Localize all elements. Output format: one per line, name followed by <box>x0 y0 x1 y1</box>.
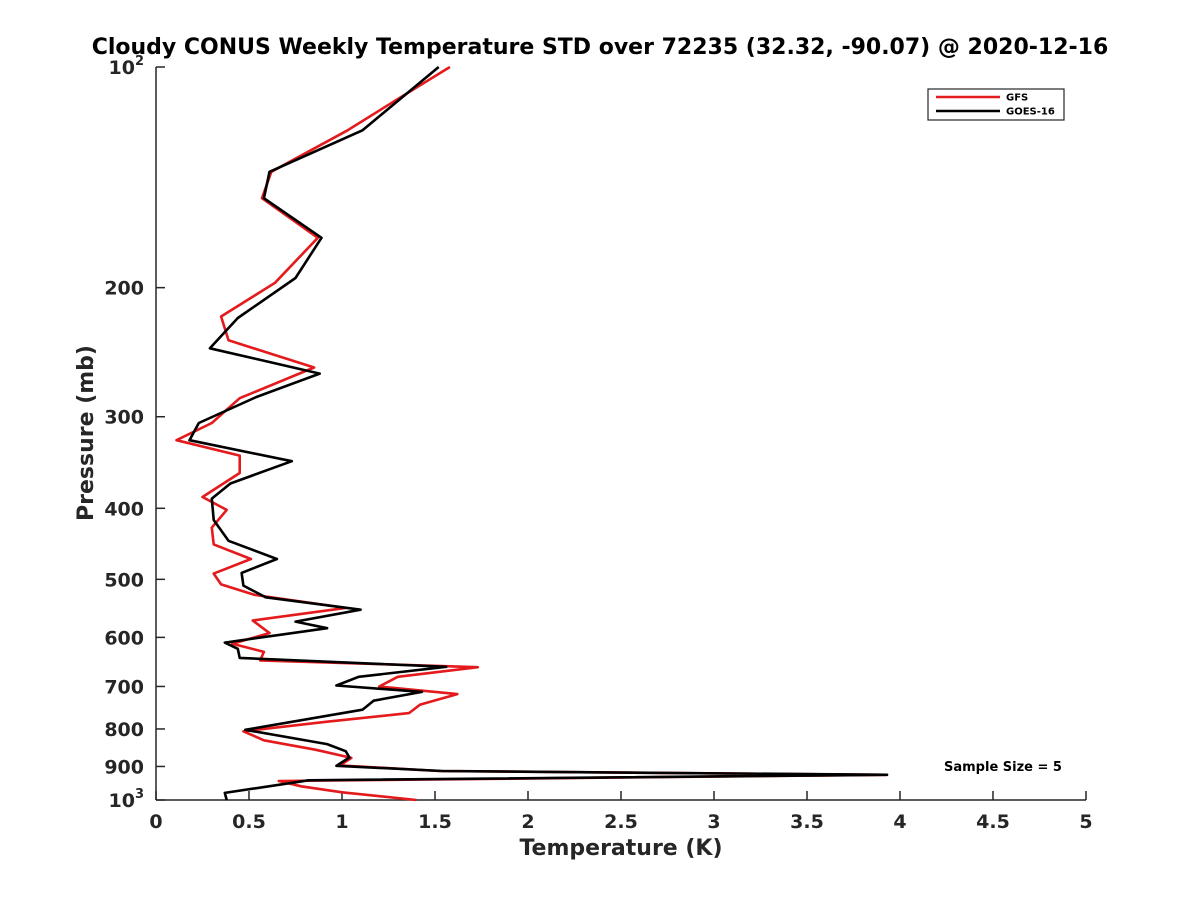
y-tick-label: 800 <box>104 719 144 741</box>
x-axis-label: Temperature (K) <box>519 836 722 861</box>
x-tick-label: 3.5 <box>790 811 824 833</box>
legend-label: GFS <box>1006 93 1028 104</box>
x-tick-label: 2 <box>521 811 534 833</box>
plot-area <box>155 67 1086 801</box>
legend-label: GOES-16 <box>1006 107 1055 118</box>
x-tick-label: 5 <box>1079 811 1092 833</box>
y-ticks: 102 200 300 400 500 600 700 800 900 103 <box>104 54 165 812</box>
series-line-gfs <box>175 65 889 802</box>
x-ticks: 0 0.5 1 1.5 2 2.5 3 3.5 4 4.5 5 <box>149 791 1093 833</box>
legend: GFS GOES-16 <box>927 88 1065 121</box>
x-tick-label: 2.5 <box>604 811 638 833</box>
y-tick-label: 300 <box>104 407 144 429</box>
chart-title: Cloudy CONUS Weekly Temperature STD over… <box>92 35 1109 60</box>
x-tick-label: 0 <box>149 811 162 833</box>
y-tick-label: 103 <box>109 787 145 812</box>
y-axis-label: Pressure (mb) <box>74 345 99 521</box>
x-tick-label: 4.5 <box>976 811 1010 833</box>
legend-box <box>927 88 1065 121</box>
series-line-goes-16 <box>188 66 889 801</box>
y-tick-label: 400 <box>104 498 144 520</box>
x-tick-label: 0.5 <box>232 811 266 833</box>
x-tick-label: 1 <box>335 811 348 833</box>
y-tick-label: 102 <box>109 54 145 79</box>
y-tick-label: 600 <box>104 627 144 649</box>
sample-size-annotation: Sample Size = 5 <box>944 760 1062 775</box>
series-lines <box>175 65 889 802</box>
y-tick-label: 200 <box>104 278 144 300</box>
x-tick-label: 1.5 <box>418 811 452 833</box>
y-tick-label: 700 <box>104 676 144 698</box>
x-tick-label: 4 <box>893 811 906 833</box>
x-tick-label: 3 <box>707 811 720 833</box>
y-tick-label: 900 <box>104 756 144 778</box>
y-tick-label: 500 <box>104 569 144 591</box>
